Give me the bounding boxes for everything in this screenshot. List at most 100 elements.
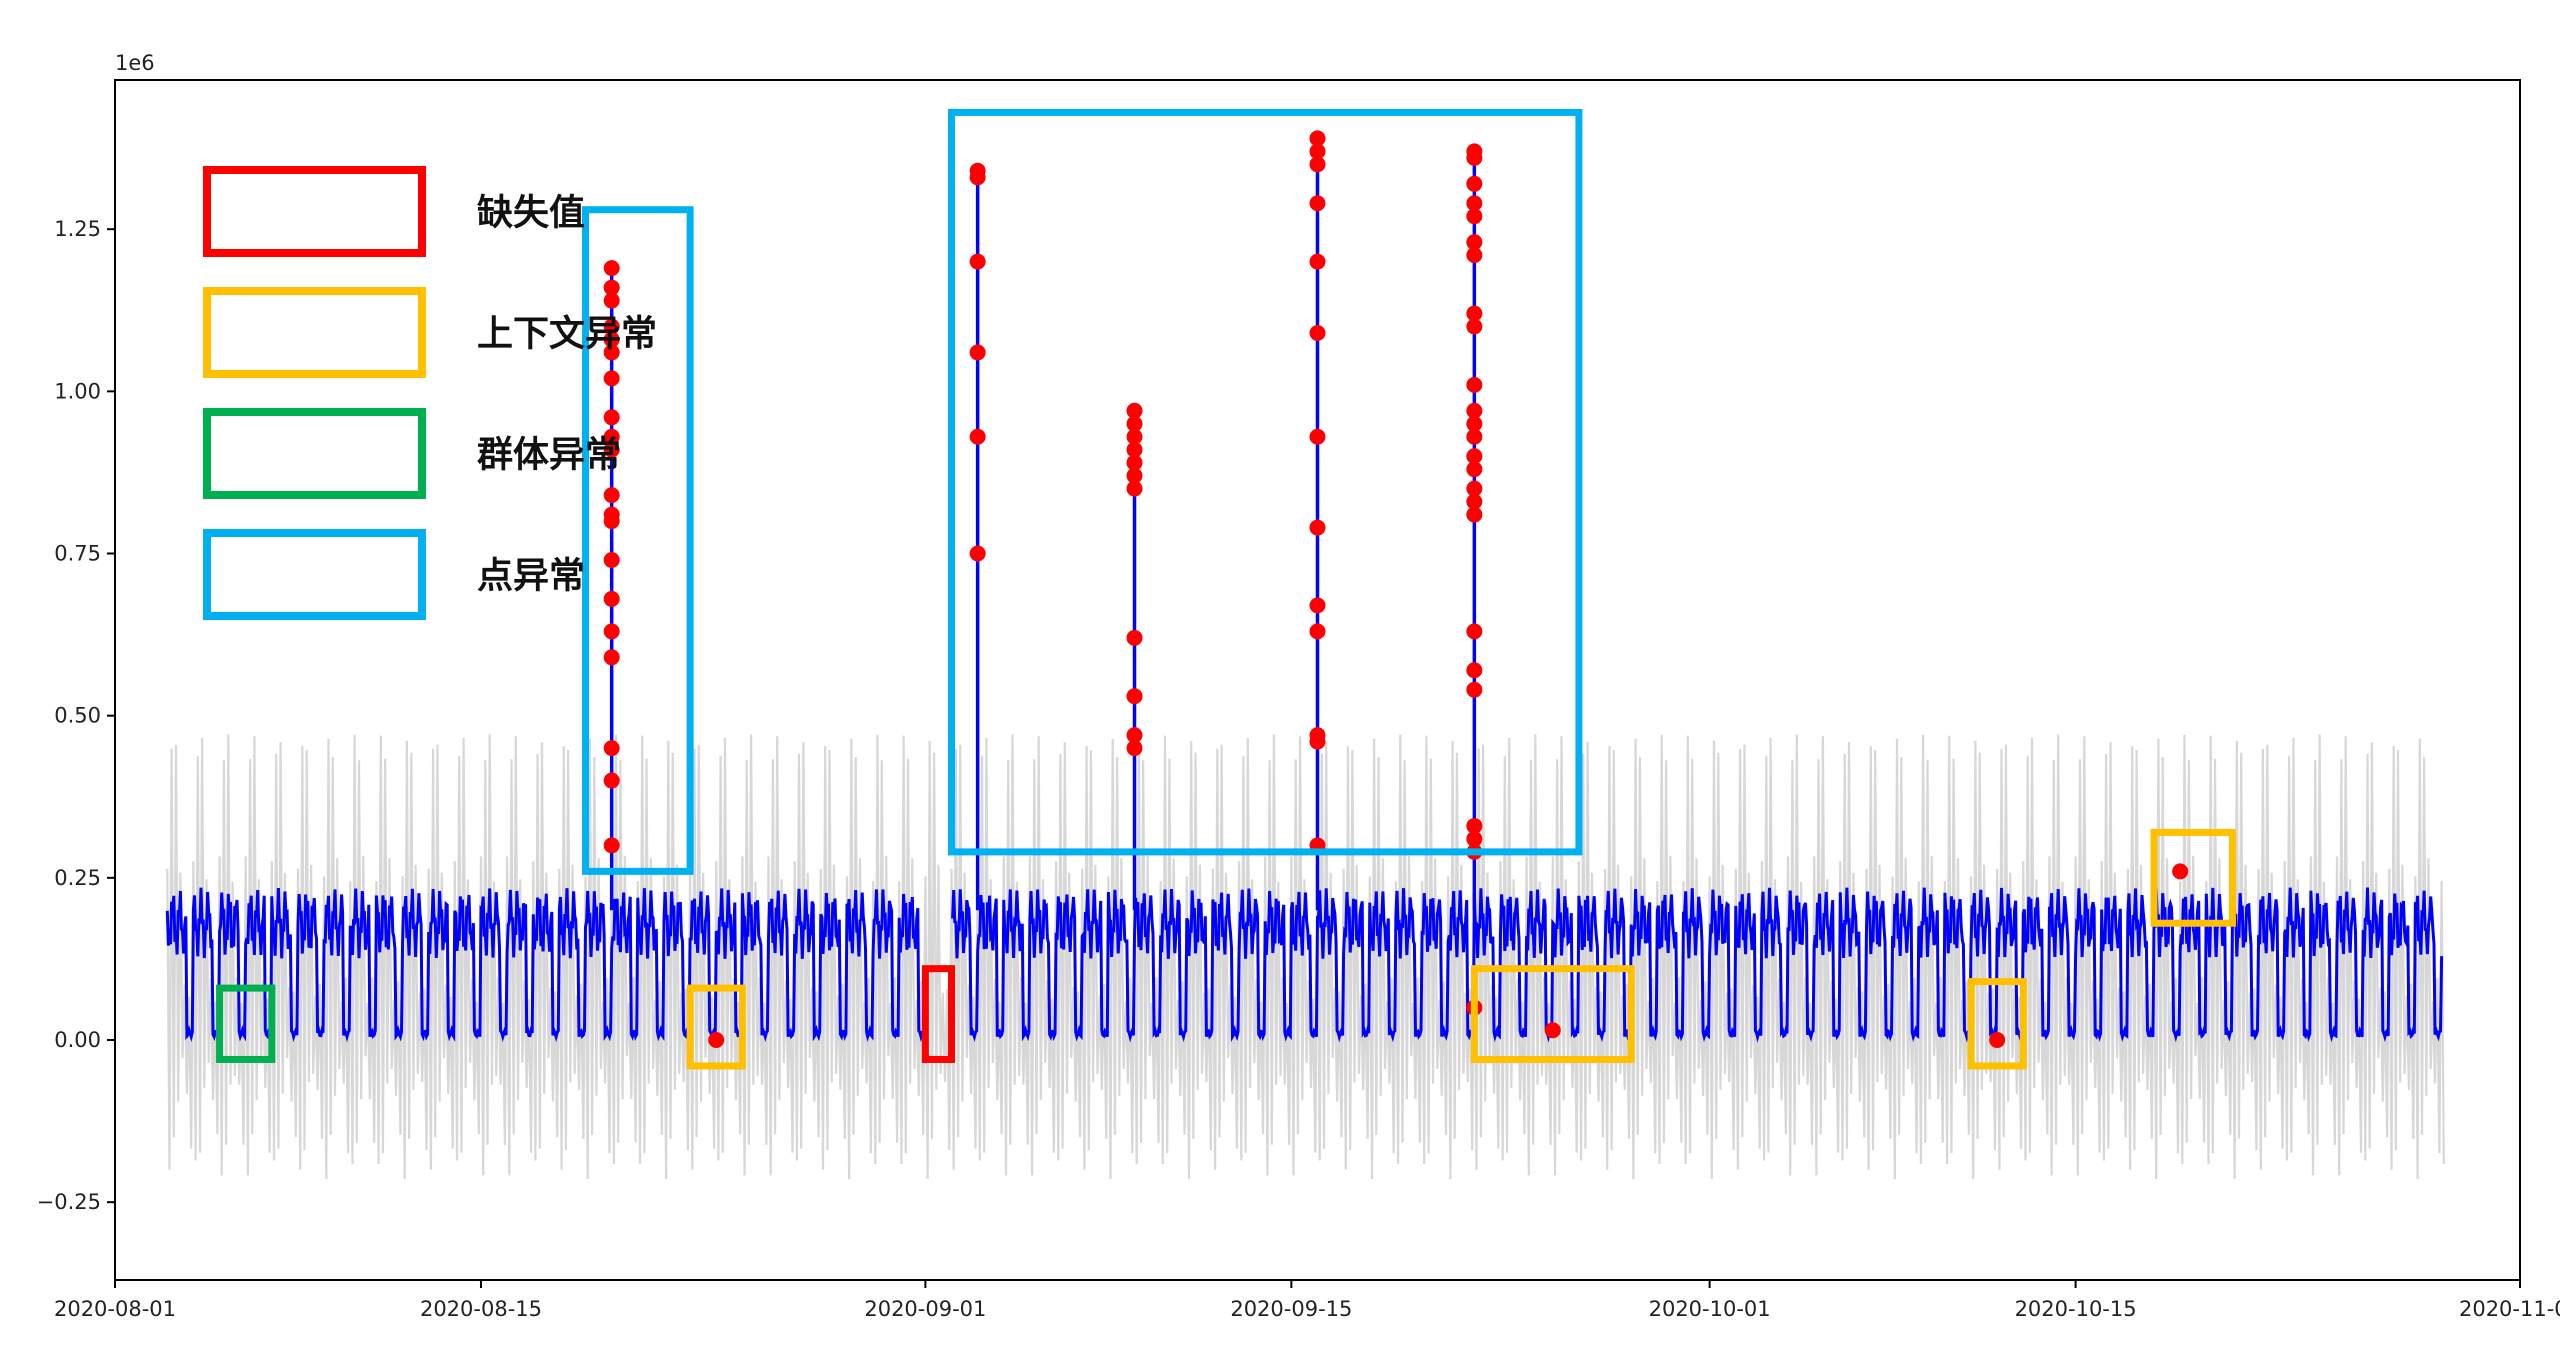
- x-tick-label: 2020-09-15: [1230, 1297, 1352, 1321]
- spike-point: [1466, 623, 1483, 640]
- spike-point: [1126, 415, 1143, 432]
- spike-point: [1466, 817, 1483, 834]
- legend-swatch: [203, 529, 426, 620]
- spike-point: [603, 344, 620, 361]
- spike-point: [1466, 175, 1483, 192]
- legend-swatch: [203, 287, 426, 378]
- spike-point: [603, 590, 620, 607]
- observed-series: [165, 887, 2444, 1043]
- spike-point: [603, 649, 620, 666]
- anomaly-point: [1989, 1032, 2006, 1048]
- spike-point: [1309, 597, 1326, 614]
- spike-point: [1466, 149, 1483, 166]
- spike-point: [1126, 727, 1143, 744]
- spike-point: [1466, 195, 1483, 212]
- observed-line: [165, 887, 2444, 1043]
- y-tick-label: 0.00: [54, 1028, 101, 1052]
- spike-anomalies: [603, 130, 1483, 911]
- anomaly-point: [708, 1032, 725, 1048]
- spike-point: [1309, 324, 1326, 341]
- spike-point: [603, 370, 620, 387]
- y-tick-label: 0.75: [54, 542, 101, 566]
- spike-point: [603, 292, 620, 309]
- y-tick-label: −0.25: [37, 1190, 101, 1214]
- spike-point: [1466, 428, 1483, 445]
- spike-point: [1466, 402, 1483, 419]
- spike-point: [1309, 519, 1326, 536]
- spike-point: [1309, 156, 1326, 173]
- legend-label: 群体异常: [477, 435, 621, 476]
- spike-point: [1309, 195, 1326, 212]
- spike-point: [603, 487, 620, 504]
- contextual-anomaly-box: [686, 984, 746, 1070]
- spike-point: [1466, 376, 1483, 393]
- y-tick-label: 0.50: [54, 704, 101, 728]
- spike-point: [1126, 428, 1143, 445]
- spike-point: [1309, 623, 1326, 640]
- legend-swatch: [203, 408, 426, 499]
- spike-point: [969, 344, 986, 361]
- spike-point: [1126, 688, 1143, 705]
- spike-point: [1309, 253, 1326, 270]
- spike-point: [603, 513, 620, 530]
- y-tick-label: 1.00: [54, 379, 101, 403]
- x-tick-label: 2020-08-01: [54, 1297, 176, 1321]
- spike-point: [1309, 143, 1326, 160]
- spike-point: [603, 279, 620, 296]
- spike-point: [603, 441, 620, 458]
- spike-point: [1466, 448, 1483, 465]
- missing-anomaly-box: [921, 965, 956, 1063]
- legend-label: 缺失值: [477, 193, 585, 234]
- point-anomaly-box: [948, 108, 1583, 856]
- contextual-anomaly-box: [1967, 978, 2027, 1070]
- spike-point: [1126, 467, 1143, 484]
- spike-point: [1126, 441, 1143, 458]
- point-anomaly-box: [582, 206, 694, 875]
- spike-point: [603, 623, 620, 640]
- spike-point: [1309, 130, 1326, 147]
- spike-point: [603, 772, 620, 789]
- spike-point: [603, 260, 620, 277]
- x-axis: 2020-08-01 2020-08-15 2020-09-01 2020-09-15…: [54, 1280, 2560, 1321]
- collective-anomaly-box: [216, 984, 276, 1063]
- contextual-anomaly-box: [2150, 828, 2236, 927]
- spike-point: [1309, 733, 1326, 750]
- spike-point: [969, 169, 986, 186]
- spike-point: [1466, 318, 1483, 335]
- spike-point: [603, 318, 620, 335]
- x-tick-label: 2020-10-01: [1649, 1297, 1771, 1321]
- spike-point: [969, 428, 986, 445]
- spike-point: [603, 409, 620, 426]
- spike-point: [603, 331, 620, 348]
- x-tick-label: 2020-08-15: [420, 1297, 542, 1321]
- x-tick-label: 2020-09-01: [864, 1297, 986, 1321]
- anomaly-point: [2172, 863, 2189, 880]
- y-tick-label: 1.25: [54, 217, 101, 241]
- spike-point: [603, 837, 620, 854]
- contextual-anomaly-box: [1470, 965, 1635, 1063]
- x-tick-label: 2020-10-15: [2015, 1297, 2137, 1321]
- spike-point: [969, 253, 986, 270]
- legend-swatch: [203, 166, 426, 257]
- anomaly-point: [1544, 1022, 1561, 1039]
- spike-point: [603, 428, 620, 445]
- spike-point: [1466, 234, 1483, 251]
- spike-point: [1466, 305, 1483, 322]
- y-tick-label: 0.25: [54, 866, 101, 890]
- spike-point: [1466, 662, 1483, 679]
- spike-point: [1466, 493, 1483, 510]
- spike-point: [603, 740, 620, 757]
- spike-point: [1466, 830, 1483, 847]
- spike-point: [1309, 428, 1326, 445]
- y-offset-label: 1e6: [115, 51, 155, 75]
- spike-point: [1126, 402, 1143, 419]
- spike-point: [1466, 461, 1483, 478]
- spike-point: [1126, 480, 1143, 497]
- spike-point: [1466, 480, 1483, 497]
- spike-point: [1126, 454, 1143, 471]
- legend-label: 点异常: [477, 556, 585, 597]
- anomaly-markers: [708, 863, 2189, 1048]
- spike-point: [1466, 247, 1483, 264]
- x-tick-label: 2020-11-01: [2459, 1297, 2560, 1321]
